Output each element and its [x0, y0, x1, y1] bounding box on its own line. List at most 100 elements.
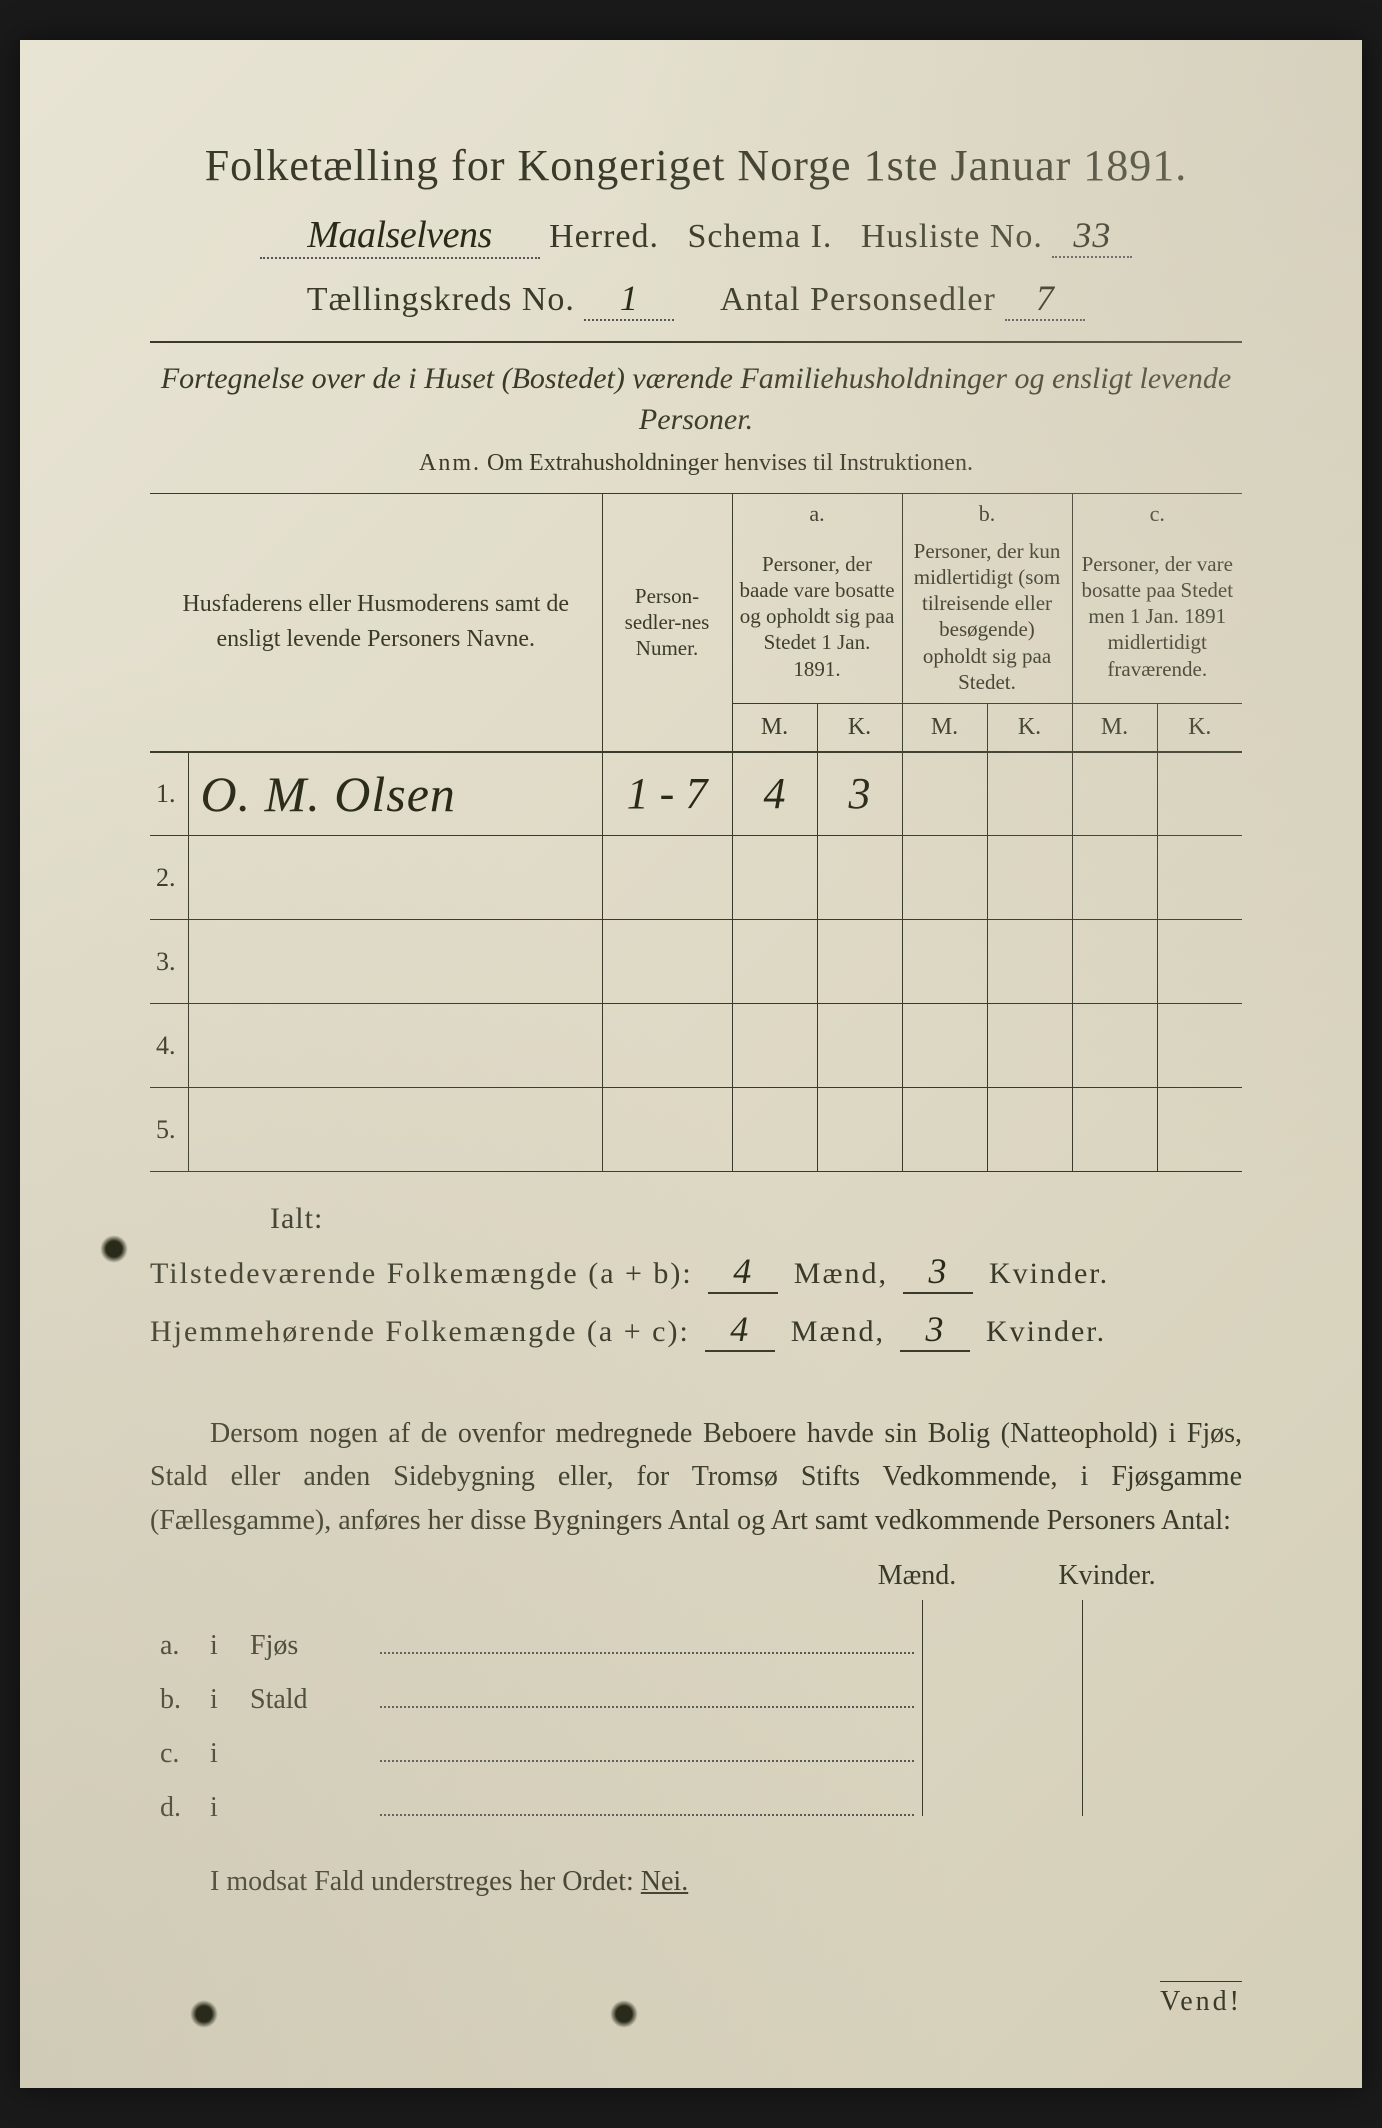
- row-numer: [602, 836, 732, 920]
- row-numer: [602, 920, 732, 1004]
- resident-label: Hjemmehørende Folkemængde (a + c):: [150, 1315, 690, 1348]
- row-numer: 1 - 7: [602, 752, 732, 836]
- bld-type: Fjøs: [250, 1630, 380, 1662]
- col-b-desc: Personer, der kun midlertidigt (som tilr…: [902, 530, 1072, 704]
- present-k: 3: [903, 1250, 973, 1294]
- row-ak: 3: [817, 752, 902, 836]
- row-number: 2.: [150, 836, 188, 920]
- bld-i: i: [210, 1630, 250, 1662]
- col-c-desc: Personer, der vare bosatte paa Stedet me…: [1072, 530, 1242, 704]
- census-form-page: Folketælling for Kongeriget Norge 1ste J…: [20, 40, 1362, 2088]
- table-row: 5.: [150, 1088, 1242, 1172]
- bld-letter: b.: [150, 1684, 210, 1716]
- col-a-k: K.: [817, 704, 902, 752]
- anm-text: Om Extrahusholdninger henvises til Instr…: [487, 450, 973, 476]
- maend-2: Mænd,: [791, 1315, 885, 1348]
- row-am: [732, 1088, 817, 1172]
- husliste-no: 33: [1052, 214, 1132, 258]
- total-resident: Hjemmehørende Folkemængde (a + c): 4 Mæn…: [150, 1308, 1242, 1352]
- row-am: 4: [732, 752, 817, 836]
- row-name: [188, 920, 602, 1004]
- col-c-m: M.: [1072, 704, 1157, 752]
- building-row: d.i: [150, 1762, 1242, 1816]
- row-cm: [1072, 836, 1157, 920]
- col-c-k: K.: [1157, 704, 1242, 752]
- herred-label: Herred.: [549, 218, 659, 255]
- herred-line: Maalselvens Herred. Schema I. Husliste N…: [150, 213, 1242, 259]
- row-number: 4.: [150, 1004, 188, 1088]
- ink-blot: [100, 1235, 128, 1263]
- row-ak: [817, 1004, 902, 1088]
- row-ck: [1157, 920, 1242, 1004]
- building-mk-header: Mænd. Kvinder.: [150, 1560, 1242, 1592]
- anm-line: Anm. Om Extrahusholdninger henvises til …: [150, 450, 1242, 477]
- col-a-label: a.: [732, 494, 902, 530]
- table-row: 1.O. M. Olsen1 - 743: [150, 752, 1242, 836]
- bld-dots: [380, 1796, 914, 1816]
- bld-k-cell: [1082, 1708, 1242, 1762]
- row-bk: [987, 1004, 1072, 1088]
- bld-m-label: Mænd.: [842, 1560, 992, 1592]
- anm-label: Anm.: [419, 450, 481, 476]
- row-bm: [902, 836, 987, 920]
- building-row: c.i: [150, 1708, 1242, 1762]
- footer-text: I modsat Fald understreges her Ordet:: [210, 1866, 634, 1897]
- col-b-label: b.: [902, 494, 1072, 530]
- bld-m-cell: [922, 1708, 1082, 1762]
- row-ck: [1157, 836, 1242, 920]
- table-row: 4.: [150, 1004, 1242, 1088]
- row-bm: [902, 752, 987, 836]
- bld-letter: a.: [150, 1630, 210, 1662]
- row-bk: [987, 1088, 1072, 1172]
- bld-i: i: [210, 1792, 250, 1824]
- row-cm: [1072, 1004, 1157, 1088]
- col-a-desc: Personer, der baade vare bosatte og opho…: [732, 530, 902, 704]
- total-present: Tilstedeværende Folkemængde (a + b): 4 M…: [150, 1250, 1242, 1294]
- bld-dots: [380, 1634, 914, 1654]
- row-cm: [1072, 1088, 1157, 1172]
- row-ck: [1157, 752, 1242, 836]
- bld-k-cell: [1082, 1600, 1242, 1654]
- building-row: b.iStald: [150, 1654, 1242, 1708]
- bld-k-label: Kvinder.: [1032, 1560, 1182, 1592]
- present-m: 4: [708, 1250, 778, 1294]
- row-cm: [1072, 920, 1157, 1004]
- row-am: [732, 920, 817, 1004]
- table-row: 2.: [150, 836, 1242, 920]
- footer-line: I modsat Fald understreges her Ordet: Ne…: [150, 1866, 1242, 1898]
- divider-1: [150, 341, 1242, 343]
- husliste-label: Husliste No.: [861, 218, 1043, 255]
- row-numer: [602, 1088, 732, 1172]
- bld-i: i: [210, 1738, 250, 1770]
- ialt-label: Ialt:: [270, 1202, 1242, 1236]
- vend-label: Vend!: [1160, 1981, 1242, 2018]
- row-number: 3.: [150, 920, 188, 1004]
- row-bk: [987, 752, 1072, 836]
- table-row: 3.: [150, 920, 1242, 1004]
- row-bm: [902, 1088, 987, 1172]
- row-name: [188, 1088, 602, 1172]
- building-row: a.iFjøs: [150, 1600, 1242, 1654]
- schema-label: Schema I.: [687, 218, 832, 255]
- col-b-m: M.: [902, 704, 987, 752]
- bld-m-cell: [922, 1762, 1082, 1816]
- bld-letter: c.: [150, 1738, 210, 1770]
- row-name: [188, 1004, 602, 1088]
- maend-1: Mænd,: [794, 1257, 888, 1290]
- kvinder-1: Kvinder.: [989, 1257, 1109, 1290]
- row-ak: [817, 836, 902, 920]
- row-number: 1.: [150, 752, 188, 836]
- bld-dots: [380, 1688, 914, 1708]
- antal-no: 7: [1005, 277, 1085, 321]
- bld-k-cell: [1082, 1654, 1242, 1708]
- row-am: [732, 836, 817, 920]
- col-numer-header: Person-sedler-nes Numer.: [602, 494, 732, 752]
- bld-i: i: [210, 1684, 250, 1716]
- row-ck: [1157, 1088, 1242, 1172]
- col-a-m: M.: [732, 704, 817, 752]
- row-cm: [1072, 752, 1157, 836]
- bld-m-cell: [922, 1600, 1082, 1654]
- intro-text: Fortegnelse over de i Huset (Bostedet) v…: [150, 359, 1242, 440]
- row-ak: [817, 1088, 902, 1172]
- row-name: O. M. Olsen: [188, 752, 602, 836]
